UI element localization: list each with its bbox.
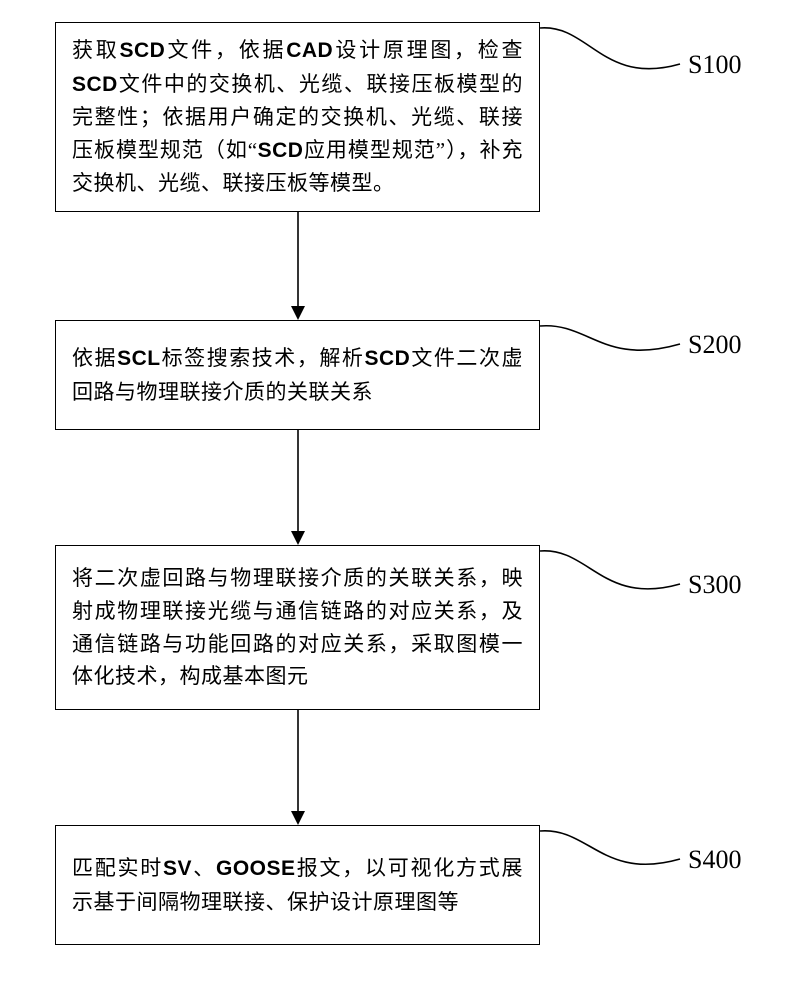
step-label-S100: S100 bbox=[688, 50, 741, 80]
flow-step-text: 将二次虚回路与物理联接介质的关联关系，映射成物理联接光缆与通信链路的对应关系，及… bbox=[72, 562, 523, 692]
label-connector-S300 bbox=[540, 541, 700, 614]
label-connector-S200 bbox=[540, 316, 700, 374]
flow-step-text: 匹配实时SV、GOOSE报文，以可视化方式展示基于间隔物理联接、保护设计原理图等 bbox=[72, 852, 523, 918]
step-label-S200: S200 bbox=[688, 330, 741, 360]
flow-step-S100: 获取SCD文件，依据CAD设计原理图，检查SCD文件中的交换机、光缆、联接压板模… bbox=[55, 22, 540, 212]
flow-step-S200: 依据SCL标签搜索技术，解析SCD文件二次虚回路与物理联接介质的关联关系 bbox=[55, 320, 540, 430]
step-label-S400: S400 bbox=[688, 845, 741, 875]
arrow-2-3 bbox=[278, 710, 318, 825]
label-connector-S100 bbox=[540, 18, 700, 94]
flowchart-canvas: 获取SCD文件，依据CAD设计原理图，检查SCD文件中的交换机、光缆、联接压板模… bbox=[0, 0, 803, 1000]
flow-step-S300: 将二次虚回路与物理联接介质的关联关系，映射成物理联接光缆与通信链路的对应关系，及… bbox=[55, 545, 540, 710]
label-connector-S400 bbox=[540, 821, 700, 889]
step-label-S300: S300 bbox=[688, 570, 741, 600]
arrow-0-1 bbox=[278, 212, 318, 320]
arrow-1-2 bbox=[278, 430, 318, 545]
flow-step-text: 依据SCL标签搜索技术，解析SCD文件二次虚回路与物理联接介质的关联关系 bbox=[72, 342, 523, 408]
flow-step-text: 获取SCD文件，依据CAD设计原理图，检查SCD文件中的交换机、光缆、联接压板模… bbox=[72, 34, 523, 200]
flow-step-S400: 匹配实时SV、GOOSE报文，以可视化方式展示基于间隔物理联接、保护设计原理图等 bbox=[55, 825, 540, 945]
